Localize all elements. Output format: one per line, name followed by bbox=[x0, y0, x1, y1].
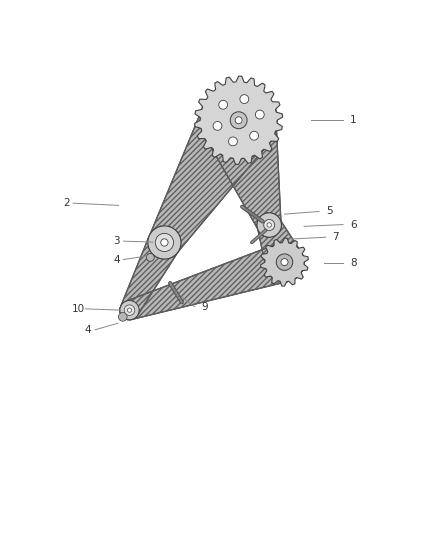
Circle shape bbox=[250, 131, 258, 140]
Text: 8: 8 bbox=[350, 258, 357, 268]
Text: 6: 6 bbox=[350, 220, 357, 230]
Text: 5: 5 bbox=[326, 206, 332, 216]
Circle shape bbox=[229, 137, 237, 146]
Polygon shape bbox=[194, 76, 283, 164]
Circle shape bbox=[219, 100, 228, 109]
Text: 3: 3 bbox=[113, 236, 120, 246]
Circle shape bbox=[155, 233, 173, 252]
Circle shape bbox=[281, 259, 288, 265]
Text: 10: 10 bbox=[72, 304, 85, 314]
Circle shape bbox=[213, 122, 222, 131]
Circle shape bbox=[276, 254, 293, 270]
Circle shape bbox=[267, 223, 272, 227]
Circle shape bbox=[257, 213, 282, 237]
Circle shape bbox=[264, 220, 275, 231]
Circle shape bbox=[240, 95, 249, 103]
Text: 7: 7 bbox=[332, 232, 339, 242]
Circle shape bbox=[148, 226, 181, 259]
Circle shape bbox=[127, 308, 131, 312]
Circle shape bbox=[230, 112, 247, 128]
Text: 9: 9 bbox=[201, 302, 208, 312]
Text: 1: 1 bbox=[350, 115, 357, 125]
Circle shape bbox=[255, 110, 264, 119]
Circle shape bbox=[120, 301, 139, 320]
Circle shape bbox=[146, 254, 154, 261]
Text: 4: 4 bbox=[113, 255, 120, 264]
Text: 2: 2 bbox=[63, 198, 70, 208]
Circle shape bbox=[161, 239, 168, 246]
Polygon shape bbox=[261, 238, 308, 286]
Circle shape bbox=[235, 117, 242, 124]
Text: 4: 4 bbox=[85, 325, 92, 335]
Polygon shape bbox=[120, 100, 304, 320]
Circle shape bbox=[124, 305, 135, 316]
Circle shape bbox=[118, 312, 127, 321]
